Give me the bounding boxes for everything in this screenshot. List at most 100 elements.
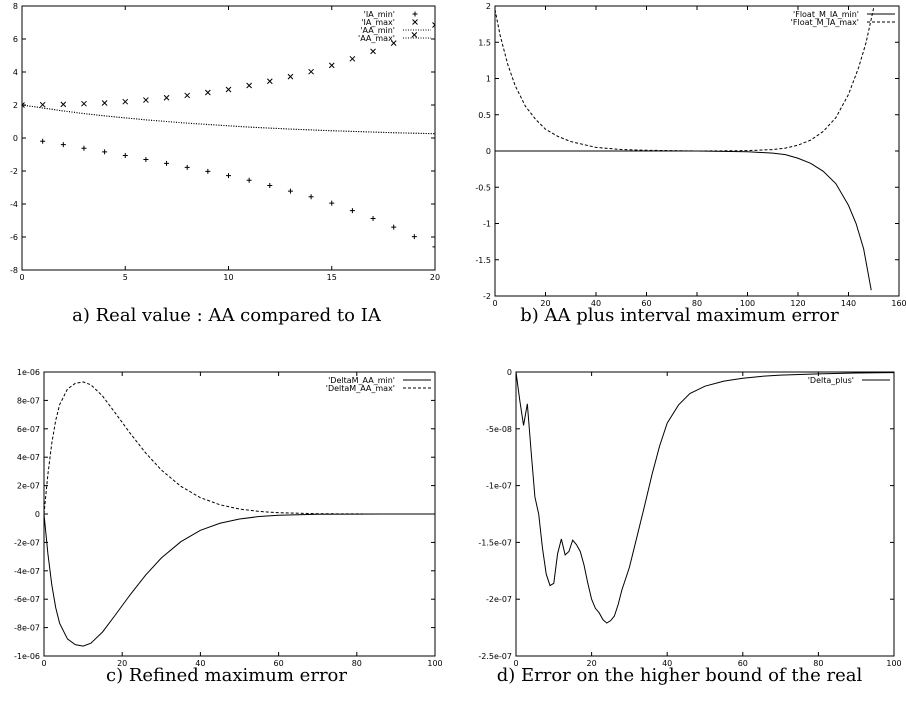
x-tick-label: 0 — [19, 273, 24, 282]
data-point — [246, 82, 253, 89]
data-point — [329, 200, 335, 206]
data-point — [143, 156, 149, 162]
plot-frame — [21, 5, 436, 271]
x-tick-label: 40 — [662, 659, 672, 668]
chart-b-caption: b) AA plus interval maximum error — [520, 305, 839, 326]
y-tick-label: -1 — [483, 220, 491, 229]
series-line — [516, 372, 894, 624]
plot-series-group — [516, 372, 894, 624]
data-point — [40, 138, 46, 144]
data-point — [205, 168, 211, 174]
data-point — [267, 183, 273, 189]
data-point — [287, 73, 294, 80]
data-point — [349, 55, 356, 62]
series-line — [22, 104, 435, 135]
data-point — [39, 101, 46, 108]
chart-d-caption: d) Error on the higher bound of the real — [496, 665, 863, 686]
y-tick-label: 1e-06 — [17, 368, 40, 377]
plot-series-group — [495, 7, 875, 291]
y-tick-label: 2e-07 — [17, 482, 40, 491]
y-tick-label: 1 — [486, 75, 491, 84]
data-point — [349, 208, 355, 214]
chart-panel-a: 0 5 10 15 20 8 6 4 2 0 -2 -4 -6 -8 'IA_min' 'IA_max' 'AA… — [0, 0, 453, 354]
data-point — [163, 94, 170, 101]
data-point — [390, 40, 397, 46]
x-tick-label: 80 — [352, 659, 362, 668]
data-point — [122, 98, 129, 105]
x-tick-label: 160 — [891, 299, 906, 308]
y-tick-label: -6 — [10, 233, 18, 242]
data-point — [432, 244, 435, 250]
x-tick-label: 20 — [430, 273, 440, 282]
legend-marker — [412, 11, 418, 17]
data-point — [225, 86, 232, 93]
series-line — [495, 7, 875, 152]
data-point — [122, 152, 128, 158]
y-tick-label: 0 — [35, 510, 40, 519]
chart-d-svg: 0 20 40 60 80 100 0 -5e-08 -1e-07 -1.5e-07 -2e-07 -… — [478, 368, 901, 668]
x-tick-label: 140 — [841, 299, 856, 308]
data-point — [184, 164, 190, 170]
x-tick-label: 60 — [274, 659, 284, 668]
x-tick-label: 80 — [813, 659, 823, 668]
y-tick-label: 2 — [486, 2, 491, 11]
data-point — [391, 224, 397, 230]
chart-panel-d: 0 20 40 60 80 100 0 -5e-08 -1e-07 -1.5e-07 -2e-07 -… — [453, 360, 906, 708]
data-point — [81, 100, 87, 107]
chart-panel-b: 0 20 40 60 80 100 120 140 160 2 1.5 1 0.5 0 -0.5 -1 -1.5… — [453, 0, 906, 354]
series-line — [44, 381, 435, 515]
plot-series-group — [22, 22, 435, 250]
legend-marker — [412, 19, 418, 25]
data-point — [22, 102, 25, 108]
x-tick-label: 60 — [641, 299, 651, 308]
legend-label: 'Delta_plus' — [808, 376, 854, 385]
legend-label: 'IA_max' — [361, 18, 395, 27]
y-tick-label: -8e-07 — [14, 624, 40, 633]
x-tick-label: 0 — [41, 659, 46, 668]
y-tick-label: 2 — [13, 101, 18, 110]
y-tick-label: 1.5 — [478, 38, 491, 47]
data-point — [266, 78, 273, 85]
y-tick-label: -4e-07 — [14, 567, 40, 576]
x-tick-label: 5 — [123, 273, 128, 282]
x-tick-label: 40 — [195, 659, 205, 668]
x-tick-label: 0 — [492, 299, 497, 308]
chart-b-svg: 0 20 40 60 80 100 120 140 160 2 1.5 1 0.5 0 -0.5 -1 -1.5… — [475, 2, 906, 308]
data-point — [22, 102, 25, 108]
y-tick-label: -0.5 — [475, 183, 491, 192]
x-tick-label: 120 — [790, 299, 805, 308]
data-point — [370, 48, 376, 55]
y-tick-label: 4 — [13, 68, 18, 77]
x-tick-label: 80 — [692, 299, 702, 308]
plot-frame — [515, 371, 895, 657]
y-tick-label: -1e-06 — [14, 652, 40, 661]
x-tick-label: 15 — [327, 273, 337, 282]
chart-a-caption: a) Real value : AA compared to IA — [72, 305, 381, 326]
y-tick-label: -6e-07 — [14, 595, 40, 604]
data-point — [246, 177, 252, 183]
y-tick-label: 0 — [13, 134, 18, 143]
chart-c-svg: 0 20 40 60 80 100 1e-06 8e-07 6e-07 4e-07 2e-07 0 -2… — [14, 368, 443, 668]
data-point — [411, 234, 417, 240]
data-point — [102, 149, 108, 155]
y-tick-label: 0 — [486, 147, 491, 156]
y-tick-label: -4 — [10, 200, 18, 209]
x-tick-label: 40 — [591, 299, 601, 308]
y-tick-label: 6 — [13, 35, 18, 44]
data-point — [184, 92, 191, 99]
series-line — [22, 104, 435, 135]
x-tick-label: 20 — [540, 299, 550, 308]
y-tick-label: -1.5e-07 — [478, 538, 512, 547]
data-point — [164, 160, 170, 166]
data-point — [81, 145, 87, 151]
plot-series-group — [44, 381, 435, 647]
data-point — [101, 100, 108, 106]
y-tick-label: 8 — [13, 2, 18, 11]
data-point — [411, 32, 418, 38]
data-point — [60, 142, 66, 148]
legend-label: 'DeltaM_AA_max' — [326, 384, 395, 393]
x-tick-label: 0 — [513, 659, 518, 668]
chart-a-svg: 0 5 10 15 2086420-2-4-6-8'IA_min''IA_max''AA… — [10, 2, 440, 282]
y-tick-label: 0 — [507, 368, 512, 377]
y-tick-label: 8e-07 — [17, 396, 40, 405]
